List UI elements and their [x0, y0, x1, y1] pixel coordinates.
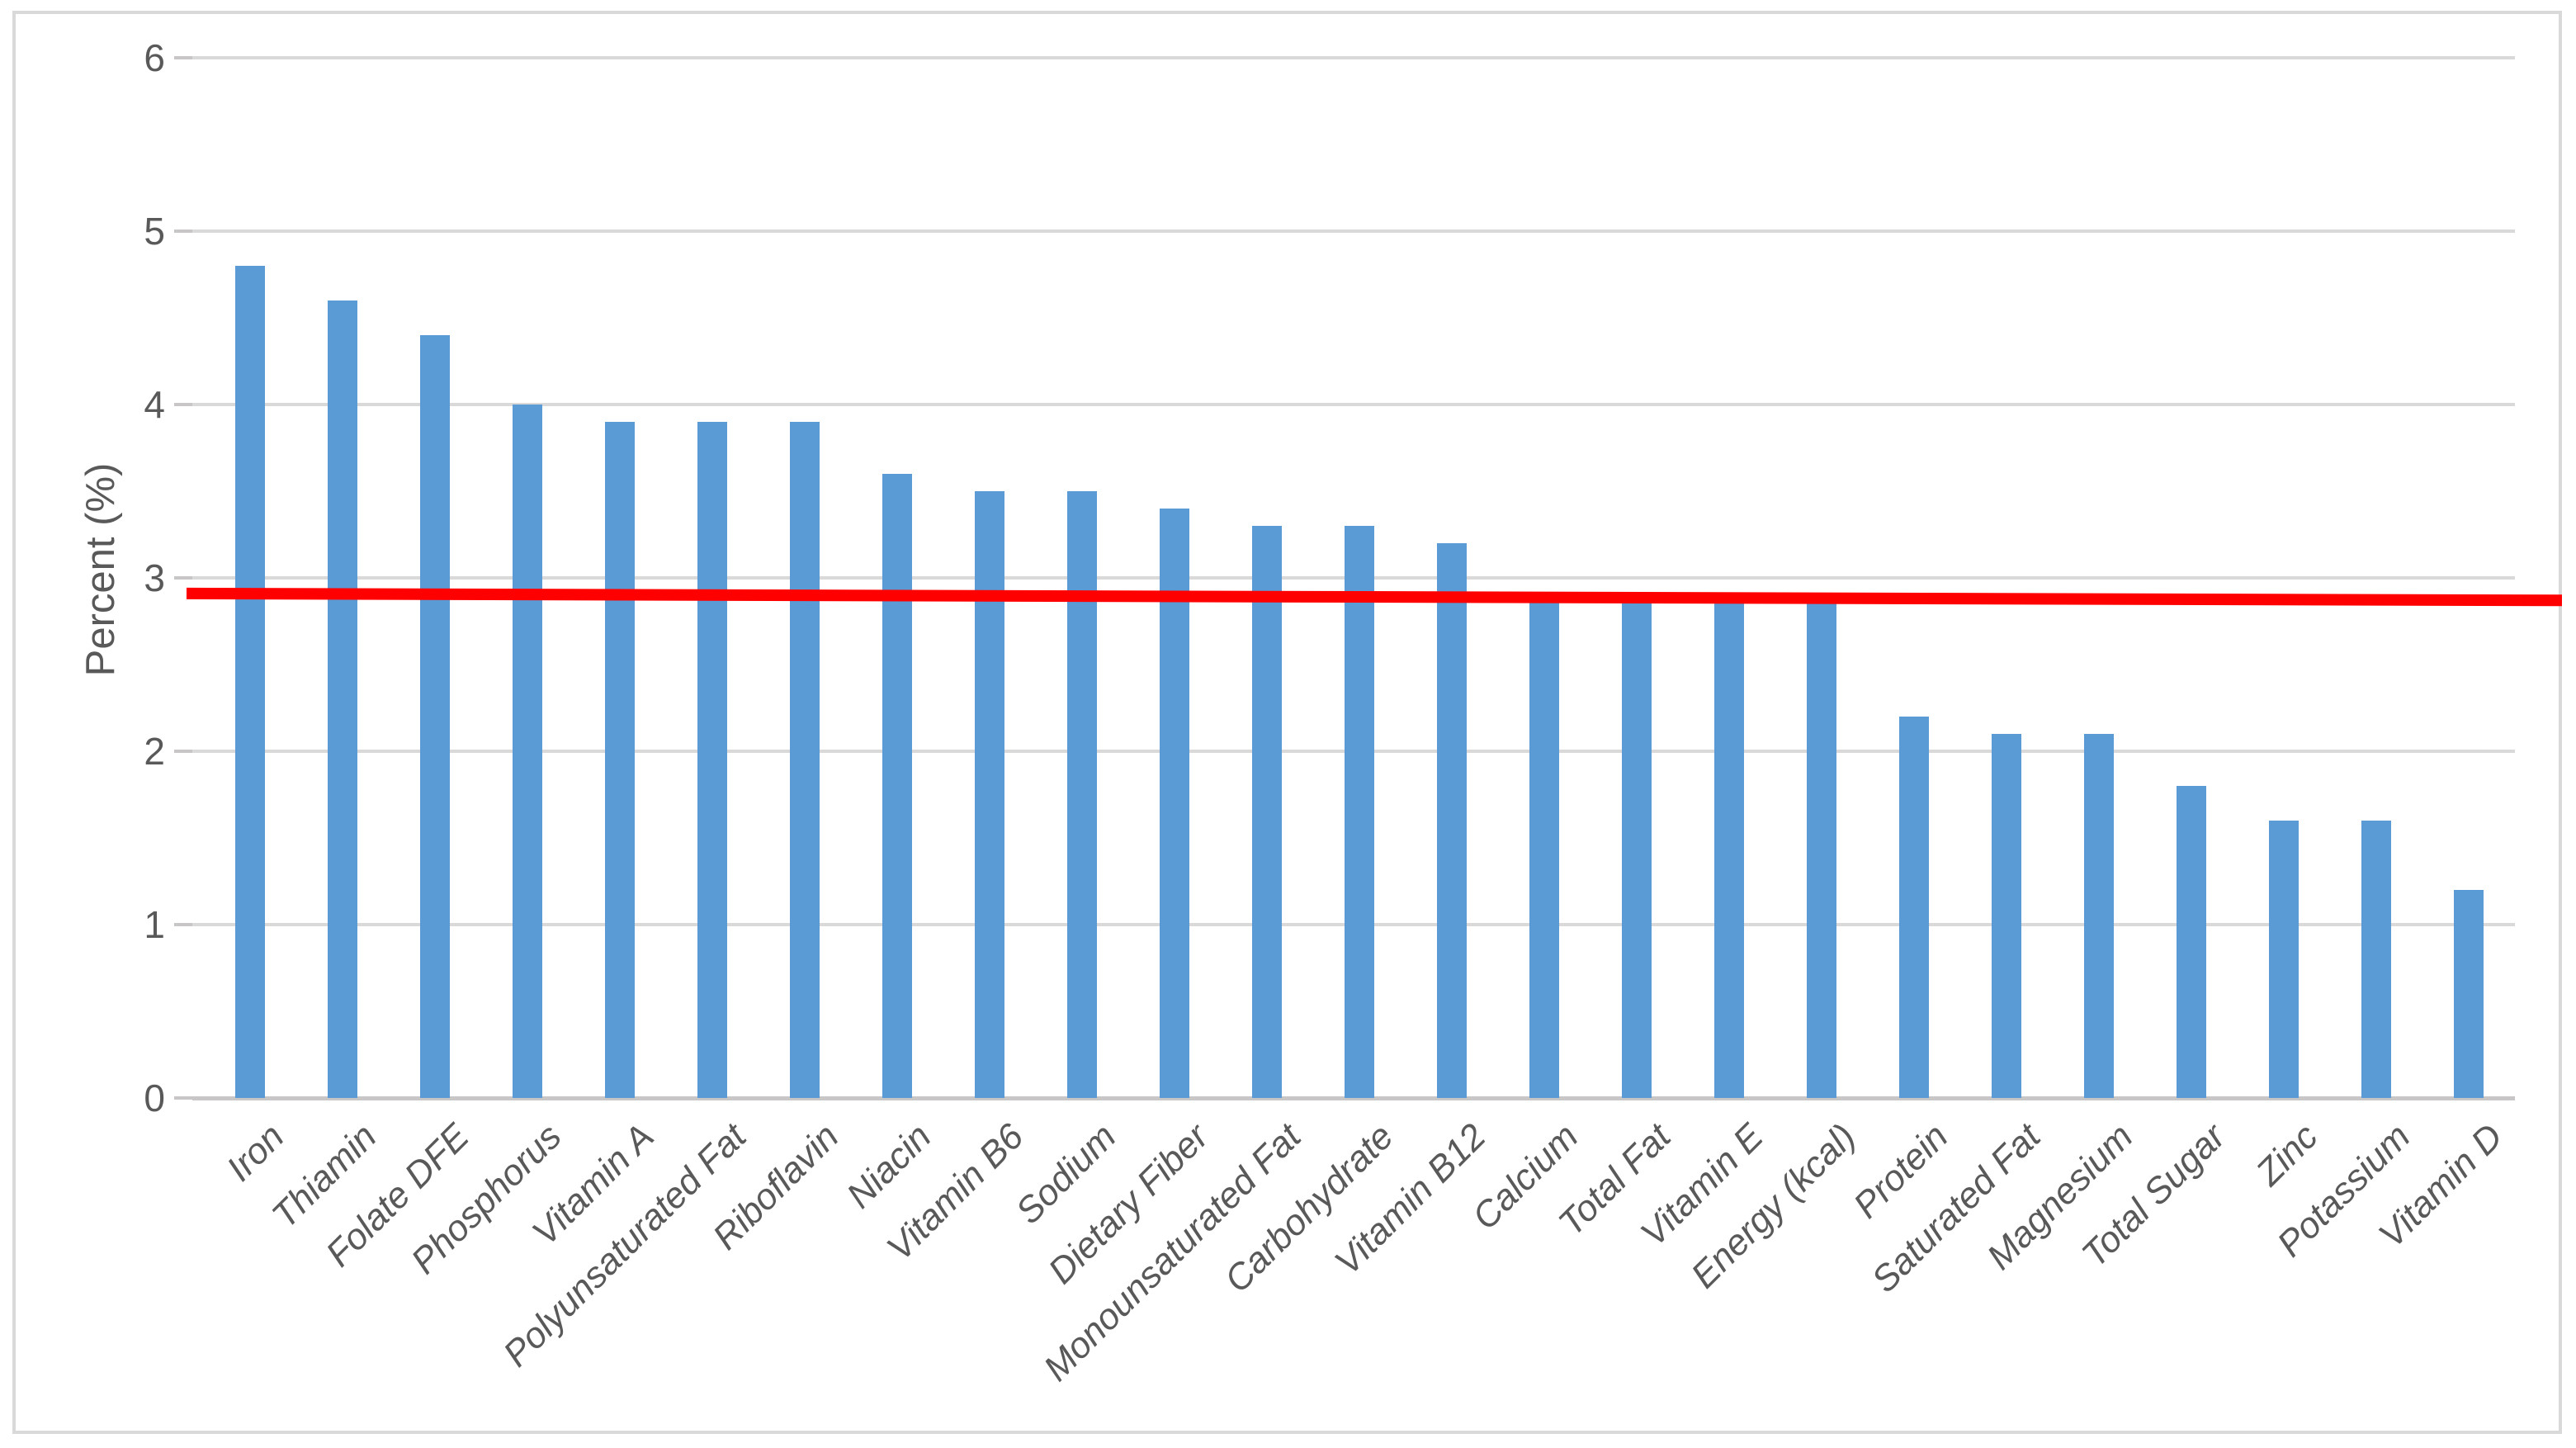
bar	[1622, 595, 1652, 1098]
bar	[1807, 595, 1836, 1098]
y-axis-tick	[174, 230, 192, 233]
bar	[697, 422, 727, 1098]
bar	[975, 491, 1004, 1098]
y-axis-tick	[174, 56, 192, 59]
bar	[1345, 526, 1374, 1098]
bar	[605, 422, 635, 1098]
gridline	[192, 403, 2515, 406]
plot-area	[186, 56, 2563, 1100]
bar	[2177, 786, 2206, 1098]
y-axis-tick	[174, 1096, 192, 1100]
bar	[1529, 595, 1559, 1098]
bar	[2361, 821, 2391, 1098]
bar	[1437, 543, 1467, 1098]
y-axis-tick-label: 4	[144, 383, 165, 426]
bar	[1067, 491, 1097, 1098]
bar	[1252, 526, 1282, 1098]
bar	[2084, 734, 2114, 1098]
y-axis-tick-label: 0	[144, 1077, 165, 1119]
bar	[882, 474, 912, 1098]
y-axis-tick-label: 2	[144, 730, 165, 773]
bar	[1899, 717, 1929, 1098]
y-axis-tick	[174, 403, 192, 406]
y-axis-tick	[174, 576, 192, 580]
gridline	[192, 56, 2515, 59]
y-axis-tick-label: 6	[144, 36, 165, 79]
y-axis-tick-label: 5	[144, 210, 165, 253]
bar	[235, 266, 265, 1098]
trend-line	[186, 587, 2563, 607]
y-axis-tick-label: 1	[144, 903, 165, 946]
bar	[420, 335, 450, 1098]
y-axis-tick-label: 3	[144, 556, 165, 599]
chart-border	[12, 11, 2562, 1434]
bar	[1160, 509, 1189, 1098]
bar	[328, 300, 357, 1098]
y-axis-tick	[174, 923, 192, 926]
y-axis-tick	[174, 750, 192, 753]
bar	[790, 422, 820, 1098]
bar	[513, 405, 542, 1098]
bar	[1714, 595, 1744, 1098]
bar	[2454, 890, 2484, 1098]
x-axis-line	[192, 1096, 2515, 1100]
bar	[2269, 821, 2299, 1098]
gridline	[192, 230, 2515, 233]
bar	[1992, 734, 2021, 1098]
